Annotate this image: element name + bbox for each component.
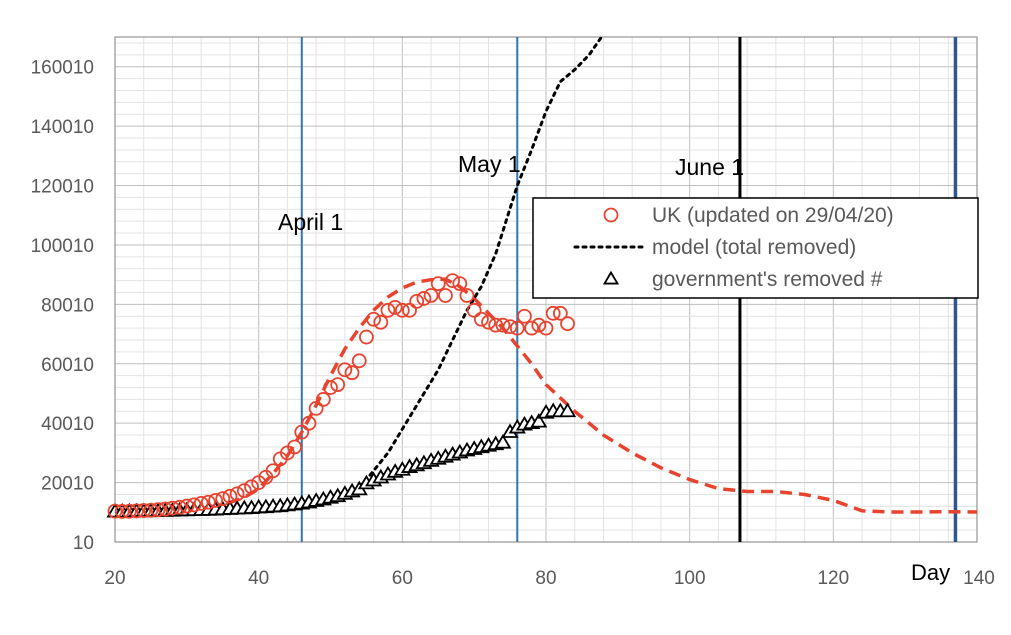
legend-entry-label: government's removed # [652,268,883,291]
uk-data-point [488,317,504,333]
uk-data-point [136,503,152,518]
legend-circle-marker [603,207,619,223]
y-tick-label: 160010 [31,58,94,79]
y-tick-label: 10 [73,533,94,554]
x-tick-label: 20 [104,568,125,589]
uk-data-point [121,503,137,519]
y-tick-label: 60010 [41,355,94,376]
uk-data-point [200,494,216,510]
uk-data-point [473,311,489,327]
uk-data-point [344,365,360,381]
uk-data-point [459,288,475,303]
uk-data-point [452,276,468,291]
x-axis-label: Day [911,560,950,585]
legend: UK (updated on 29/04/20) model (total rem… [532,197,979,299]
legend-entry-label: UK (updated on 29/04/20) [652,204,894,227]
uk-data-point [509,320,525,336]
legend-triangle-marker [602,270,620,285]
uk-data-point [560,316,575,332]
x-tick-label: 140 [963,568,995,589]
uk-data-point [294,424,310,440]
x-tick-label: 40 [248,568,269,589]
uk-data-point [236,483,252,499]
x-tick-label: 120 [817,568,849,589]
uk-data-point [545,305,561,321]
y-tick-label: 80010 [41,295,94,316]
uk-data-point [143,502,159,518]
uk-data-point [157,501,173,517]
uk-data-point [359,329,374,345]
uk-data-point [265,463,281,479]
government-removed-point [530,412,548,428]
date-annotation: May 1 [458,151,521,177]
uk-data-point [366,311,382,327]
uk-data-point [438,288,453,303]
uk-data-point [308,400,324,416]
uk-data-point [114,504,130,519]
legend-entry-label: model (total removed) [652,236,856,259]
uk-data-point [337,362,353,378]
uk-data-point [172,499,188,515]
uk-data-point [538,320,554,336]
uk-data-point [179,498,195,514]
government-removed-point [558,402,577,418]
uk-data-point [208,493,223,508]
uk-data-point [330,377,346,392]
uk-data-point [315,392,331,407]
y-tick-label: 20010 [41,474,94,495]
tick-labels: 20 40 60 80 100 120 140 10 20010 40010 60010 80010 1… [31,58,995,589]
uk-data-point [394,302,410,318]
uk-data-point [402,302,417,318]
uk-data-point [502,319,518,335]
uk-data-point [165,500,180,516]
government-removed-point [494,434,512,449]
y-tick-label: 140010 [31,117,94,138]
uk-data-point [481,314,496,330]
y-tick-label: 40010 [41,414,94,435]
x-tick-label: 60 [392,568,413,589]
uk-data-point [409,294,425,309]
uk-data-point [373,314,389,330]
uk-data-point [445,273,461,289]
uk-data-point [416,291,432,306]
annotations: April 1 May 1 June 1 [278,151,744,235]
y-tick-label: 100010 [31,236,94,257]
uk-data-point [430,276,446,291]
uk-data-point [423,288,439,303]
uk-data-point [323,380,338,395]
uk-data-point [301,415,317,431]
uk-data-point [517,308,532,324]
uk-data-point [186,497,202,513]
y-tick-label: 120010 [31,177,94,198]
x-tick-label: 80 [535,568,556,589]
x-tick-label: 100 [674,568,706,589]
uk-data-point [129,503,144,519]
uk-data-point [287,439,302,455]
series-layer [106,37,978,519]
uk-data-point [107,503,123,519]
uk-data-point [380,302,396,318]
uk-data-point [215,491,231,507]
date-annotation: June 1 [675,154,744,180]
uk-data-point [244,479,259,495]
uk-data-point [552,305,568,321]
date-annotation: April 1 [278,209,343,235]
uk-data-point [351,353,367,369]
series-fit-curve [114,277,978,514]
uk-data-point [150,502,166,518]
uk-data-point [466,302,482,318]
uk-data-point [524,320,540,336]
uk-data-point [387,299,403,315]
uk-data-point [495,317,511,333]
uk-data-point [193,496,209,511]
uk-data-point [229,486,245,502]
uk-data-point [531,317,547,333]
uk-data-point [222,488,238,504]
